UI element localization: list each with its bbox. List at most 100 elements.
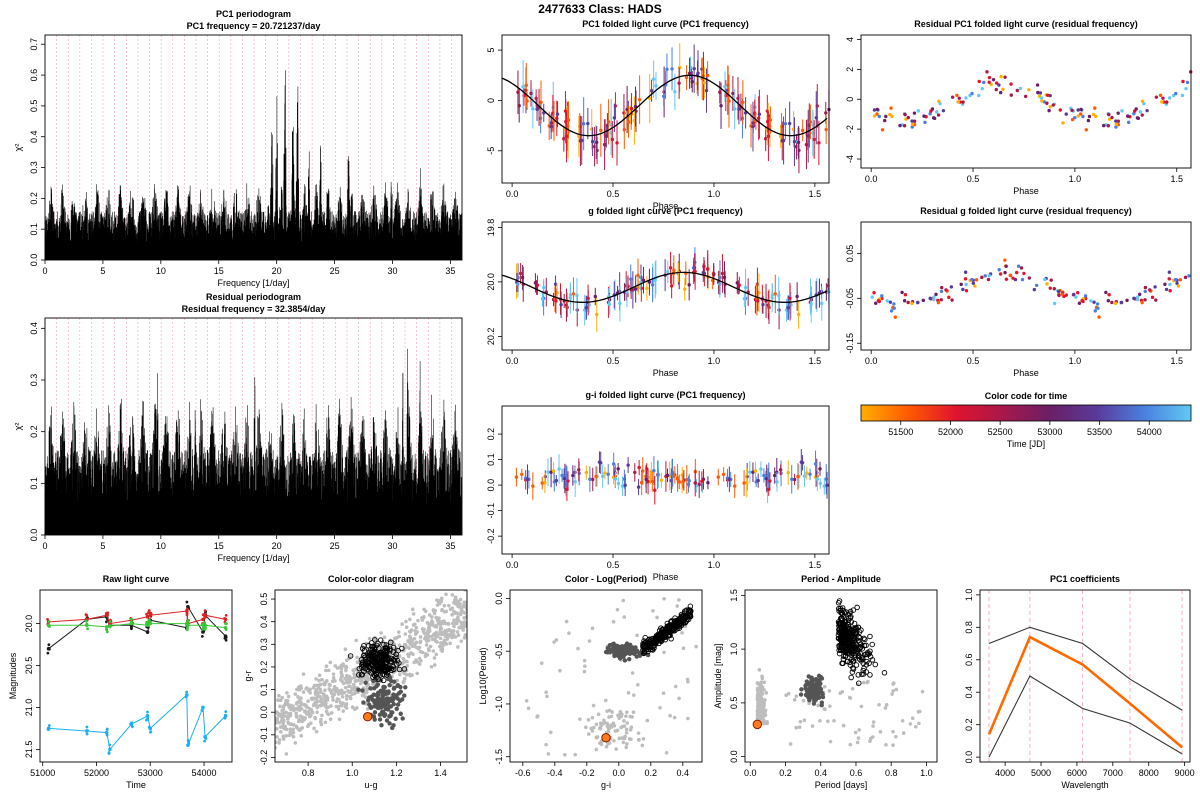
data-point bbox=[850, 686, 855, 691]
data-point bbox=[567, 631, 571, 635]
data-point bbox=[808, 694, 814, 699]
chart-title: Residual periodogram bbox=[206, 292, 301, 302]
data-point bbox=[757, 112, 762, 116]
data-point bbox=[471, 608, 475, 612]
data-point bbox=[375, 705, 380, 710]
data-point bbox=[539, 661, 544, 665]
series-point bbox=[130, 721, 134, 725]
data-point bbox=[854, 650, 861, 657]
data-point bbox=[920, 689, 925, 694]
data-point bbox=[622, 658, 628, 663]
data-point bbox=[640, 743, 645, 748]
data-point bbox=[381, 641, 387, 648]
data-point bbox=[379, 631, 383, 635]
data-point bbox=[394, 657, 401, 664]
y-tick-label: 0.0 bbox=[494, 592, 504, 605]
data-point bbox=[733, 107, 737, 111]
data-point bbox=[670, 624, 676, 631]
x-tick-label: 0.2 bbox=[645, 768, 658, 778]
data-point bbox=[737, 107, 741, 111]
y-tick-label: 0.2 bbox=[259, 661, 269, 674]
data-point bbox=[824, 111, 828, 115]
data-point bbox=[549, 124, 553, 129]
y-tick-label: 20.2 bbox=[486, 328, 496, 346]
data-point bbox=[1107, 293, 1111, 297]
data-point bbox=[762, 720, 766, 724]
data-point bbox=[413, 641, 418, 646]
data-point bbox=[564, 619, 569, 624]
data-point bbox=[299, 733, 304, 738]
data-point bbox=[941, 108, 946, 113]
x-tick-label: 1.5 bbox=[809, 189, 822, 199]
data-point bbox=[624, 730, 629, 735]
data-point bbox=[423, 636, 427, 641]
chart-title: PC1 folded light curve (PC1 frequency) bbox=[582, 19, 749, 29]
data-point bbox=[590, 626, 595, 631]
data-point bbox=[756, 478, 760, 483]
color-bar bbox=[860, 404, 1192, 422]
data-point bbox=[437, 601, 442, 606]
pc1_coefficients-panel: PC1 coefficients 4000 5000 6000 7000 8000 9000… bbox=[964, 574, 1195, 790]
data-point bbox=[315, 700, 319, 704]
data-point bbox=[763, 698, 767, 702]
period_amplitude-panel: Period - Amplitude 0.0 0.2 0.4 0.6 0.8 1.0 0.0 0… bbox=[713, 574, 938, 790]
data-point bbox=[973, 284, 977, 288]
data-point bbox=[606, 120, 611, 124]
data-point bbox=[428, 644, 433, 649]
data-point bbox=[297, 708, 302, 712]
plot-border bbox=[860, 34, 1192, 169]
data-point bbox=[448, 628, 453, 633]
data-point bbox=[603, 471, 607, 475]
data-point bbox=[592, 725, 596, 730]
data-point bbox=[1052, 287, 1056, 291]
data-point bbox=[871, 724, 875, 728]
data-point bbox=[344, 694, 349, 698]
data-point bbox=[1048, 93, 1052, 98]
data-point bbox=[1119, 300, 1124, 305]
data-point bbox=[376, 692, 381, 697]
x-tick-label: 52500 bbox=[988, 427, 1013, 437]
data-point bbox=[723, 84, 727, 89]
data-point bbox=[531, 484, 535, 488]
data-point bbox=[324, 709, 329, 714]
data-point bbox=[529, 91, 533, 96]
data-point bbox=[814, 116, 818, 120]
data-point bbox=[854, 604, 860, 611]
data-point bbox=[815, 477, 820, 481]
data-point bbox=[664, 750, 669, 755]
data-point bbox=[1116, 119, 1121, 123]
data-point bbox=[455, 630, 460, 634]
data-point bbox=[568, 292, 573, 297]
y-axis-label: Magnitudes bbox=[8, 652, 18, 699]
series-point bbox=[145, 622, 148, 626]
data-point bbox=[422, 607, 426, 612]
data-point bbox=[637, 97, 642, 102]
data-point bbox=[361, 642, 367, 649]
data-point bbox=[850, 658, 857, 664]
data-point bbox=[1091, 112, 1096, 117]
data-point bbox=[314, 677, 318, 681]
x-tick-label: 1.5 bbox=[1170, 356, 1183, 366]
data-point bbox=[419, 658, 423, 663]
data-point bbox=[467, 594, 471, 598]
data-point bbox=[382, 684, 387, 690]
data-point bbox=[275, 740, 278, 744]
data-point bbox=[980, 275, 984, 280]
data-point bbox=[291, 727, 296, 732]
data-point bbox=[595, 312, 599, 317]
data-point bbox=[788, 296, 792, 300]
data-point bbox=[876, 298, 881, 303]
data-point bbox=[514, 475, 519, 479]
x-tick-label: 0.0 bbox=[506, 560, 519, 570]
data-point bbox=[544, 742, 548, 747]
data-point bbox=[1154, 298, 1158, 302]
data-point bbox=[786, 691, 791, 696]
series-point bbox=[145, 714, 150, 718]
data-point bbox=[454, 597, 458, 602]
data-point bbox=[775, 480, 779, 484]
model-curve bbox=[501, 74, 828, 137]
chart-title: Color-color diagram bbox=[328, 574, 414, 584]
x-tick-label: 53000 bbox=[1037, 427, 1062, 437]
data-point bbox=[844, 658, 851, 665]
data-point bbox=[459, 639, 464, 643]
